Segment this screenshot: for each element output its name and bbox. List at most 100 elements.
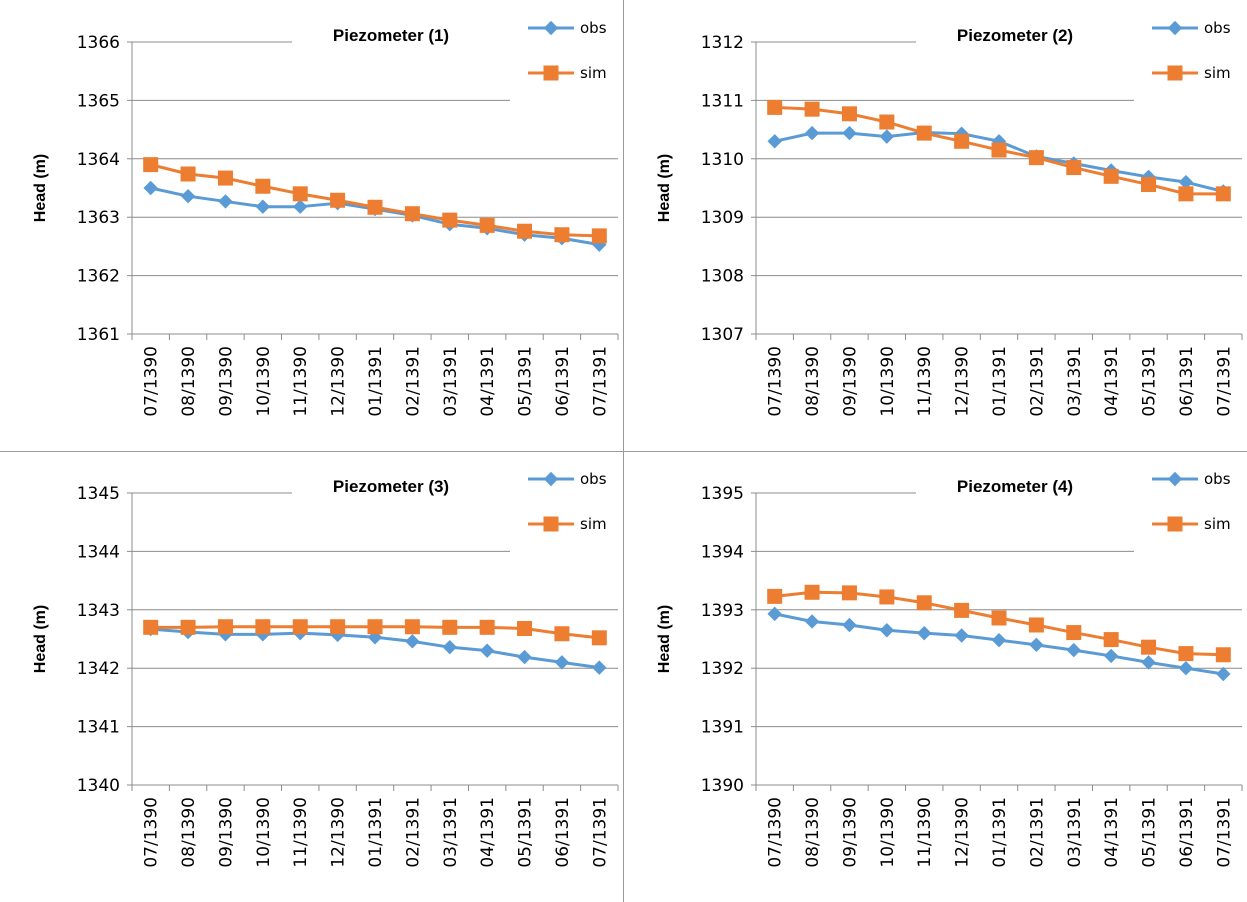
y-tick-label: 1395 bbox=[701, 484, 744, 504]
sim-marker bbox=[991, 610, 1007, 626]
sim-marker bbox=[330, 619, 346, 635]
sim-marker bbox=[367, 619, 383, 635]
sim-marker bbox=[804, 584, 820, 600]
x-tick-label: 08/1390 bbox=[803, 797, 823, 868]
x-tick-label: 10/1390 bbox=[878, 346, 898, 417]
x-tick-label: 11/1390 bbox=[915, 346, 935, 417]
obs-marker bbox=[804, 125, 820, 141]
chart-title: Piezometer (2) bbox=[957, 26, 1073, 45]
x-tick-label: 04/1391 bbox=[1102, 346, 1122, 417]
obs-legend-marker bbox=[543, 471, 559, 487]
x-tick-label: 10/1390 bbox=[254, 797, 274, 868]
y-tick-label: 1361 bbox=[77, 325, 120, 345]
sim-marker bbox=[292, 619, 308, 635]
y-tick-label: 1365 bbox=[77, 91, 120, 111]
obs-marker bbox=[218, 194, 233, 209]
x-tick-label: 09/1390 bbox=[216, 797, 236, 868]
x-tick-label: 02/1391 bbox=[1027, 346, 1047, 417]
y-tick-label: 1345 bbox=[77, 484, 120, 504]
x-tick-label: 11/1390 bbox=[915, 797, 935, 868]
x-tick-label: 12/1390 bbox=[953, 346, 973, 417]
y-tick-label: 1311 bbox=[701, 91, 744, 111]
sim-marker bbox=[591, 228, 607, 244]
sim-marker bbox=[442, 212, 458, 228]
legend-label-sim: sim bbox=[1204, 64, 1231, 82]
sim-marker bbox=[767, 99, 783, 115]
x-tick-label: 07/1391 bbox=[1214, 797, 1234, 868]
chart-title: Piezometer (4) bbox=[957, 477, 1073, 496]
x-tick-label: 04/1391 bbox=[478, 797, 498, 868]
sim-marker bbox=[591, 630, 607, 646]
legend-label-obs: obs bbox=[1204, 19, 1231, 37]
chart-title: Piezometer (3) bbox=[333, 477, 449, 496]
obs-marker bbox=[767, 134, 782, 149]
x-tick-label: 10/1390 bbox=[878, 797, 898, 868]
sim-marker bbox=[367, 199, 383, 215]
sim-marker bbox=[1141, 639, 1157, 655]
y-axis-title: Head (m) bbox=[32, 605, 49, 673]
obs-marker bbox=[879, 623, 895, 638]
obs-marker bbox=[954, 628, 969, 643]
sim-marker bbox=[255, 619, 271, 635]
x-tick-label: 01/1391 bbox=[990, 346, 1010, 417]
x-tick-label: 10/1390 bbox=[254, 346, 274, 417]
y-tick-label: 1307 bbox=[701, 325, 744, 345]
obs-marker bbox=[255, 199, 271, 214]
y-tick-label: 1310 bbox=[701, 150, 744, 170]
x-tick-label: 02/1391 bbox=[403, 797, 423, 868]
sim-legend-marker bbox=[1167, 65, 1183, 81]
x-tick-label: 03/1391 bbox=[1065, 346, 1085, 417]
sim-marker bbox=[442, 619, 458, 635]
x-tick-label: 11/1390 bbox=[291, 346, 311, 417]
obs-marker bbox=[991, 632, 1007, 648]
horizontal-panel-divider bbox=[0, 451, 1247, 452]
obs-marker bbox=[554, 655, 570, 670]
sim-marker bbox=[180, 619, 196, 635]
chart-svg-3: 1340 1341 1342 1343 1344 1345 07/1390 08/1390 09… bbox=[0, 451, 623, 902]
title-background bbox=[916, 463, 1138, 499]
y-tick-label: 1308 bbox=[701, 267, 744, 287]
obs-marker bbox=[842, 125, 857, 141]
obs-marker bbox=[1178, 660, 1194, 676]
chart-title: Piezometer (1) bbox=[333, 26, 449, 45]
y-tick-label: 1343 bbox=[77, 601, 120, 621]
sim-marker bbox=[217, 619, 233, 635]
x-tick-label: 08/1390 bbox=[179, 346, 199, 417]
obs-marker bbox=[879, 129, 895, 144]
sim-marker bbox=[804, 101, 820, 117]
x-tick-label: 01/1391 bbox=[366, 346, 386, 417]
legend-label-obs: obs bbox=[580, 19, 607, 37]
obs-marker bbox=[842, 617, 857, 633]
y-tick-label: 1393 bbox=[701, 601, 744, 621]
sim-marker bbox=[479, 217, 495, 233]
x-tick-label: 12/1390 bbox=[329, 797, 349, 868]
x-tick-label: 11/1390 bbox=[291, 797, 311, 868]
obs-marker bbox=[592, 660, 607, 675]
sim-marker bbox=[879, 589, 895, 605]
sim-marker bbox=[916, 595, 932, 611]
obs-marker bbox=[1103, 648, 1119, 664]
x-tick-label: 09/1390 bbox=[216, 346, 236, 417]
x-tick-label: 06/1391 bbox=[553, 346, 573, 417]
sim-marker bbox=[954, 133, 970, 149]
sim-marker bbox=[1028, 150, 1044, 166]
sim-marker bbox=[767, 588, 783, 604]
sim-marker bbox=[554, 626, 570, 642]
sim-marker bbox=[143, 619, 159, 635]
y-tick-label: 1312 bbox=[701, 33, 744, 53]
title-background bbox=[292, 12, 514, 48]
legend-label-sim: sim bbox=[580, 64, 607, 82]
y-tick-label: 1364 bbox=[77, 150, 120, 170]
y-axis-title: Head (m) bbox=[656, 154, 673, 222]
chart-panel-3: 1340 1341 1342 1343 1344 1345 07/1390 08/1390 09… bbox=[0, 451, 623, 902]
sim-marker bbox=[1066, 160, 1082, 176]
y-axis-title: Head (m) bbox=[32, 154, 49, 222]
y-tick-label: 1342 bbox=[77, 659, 120, 679]
y-tick-label: 1390 bbox=[701, 776, 744, 796]
y-tick-label: 1309 bbox=[701, 208, 744, 228]
obs-marker bbox=[767, 606, 782, 622]
sim-marker bbox=[1215, 186, 1231, 202]
x-tick-label: 12/1390 bbox=[953, 797, 973, 868]
obs-marker bbox=[1029, 637, 1044, 653]
